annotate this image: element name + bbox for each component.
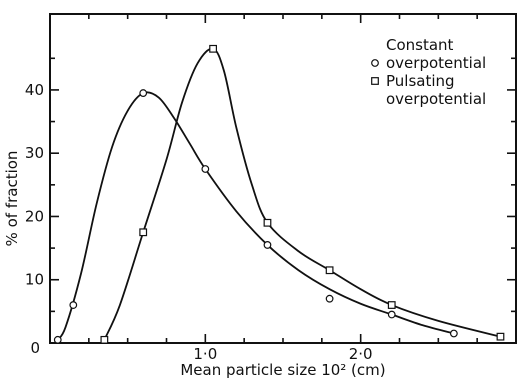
labels: 1·0 2·0 10 20 30 40 0 Mean particle size 10² (c… <box>3 81 386 379</box>
square-data-point <box>139 228 148 237</box>
legend-entry-label: overpotential <box>386 54 486 72</box>
legend-entry-label: overpotential <box>386 90 486 108</box>
circle-data-point <box>201 165 210 173</box>
circle-data-point <box>53 335 62 344</box>
x-tick-label: 1·0 <box>193 345 217 363</box>
y-tick-label: 40 <box>25 81 44 99</box>
square-data-point <box>496 332 505 341</box>
y-tick-label: 20 <box>25 207 44 225</box>
circle-data-point <box>263 241 272 249</box>
square-data-point <box>209 44 218 53</box>
x-tick-label: 2·0 <box>349 345 373 363</box>
legend-square-marker <box>371 77 379 85</box>
legend-entry-label: Pulsating <box>386 72 455 90</box>
square-data-point <box>100 335 109 344</box>
square-data-point <box>325 266 334 275</box>
circle-series-line <box>57 91 455 341</box>
square-data-point <box>263 218 272 227</box>
markers <box>53 44 505 344</box>
ticks <box>50 14 516 343</box>
y-axis-title: % of fraction <box>3 151 21 247</box>
square-data-point <box>387 301 396 309</box>
legend: ConstantoverpotentialPulsatingoverpotent… <box>371 36 486 108</box>
legend-circle-marker <box>371 59 379 67</box>
circle-data-point <box>69 301 78 309</box>
curves <box>57 47 501 341</box>
y-tick-label: 30 <box>25 144 44 162</box>
circle-data-point <box>139 89 148 97</box>
circle-data-point <box>325 294 334 303</box>
circle-data-point <box>387 310 396 319</box>
origin-label: 0 <box>30 339 40 357</box>
y-tick-label: 10 <box>25 271 44 289</box>
x-axis-title: Mean particle size 10² (cm) <box>180 361 385 379</box>
legend-title: Constant <box>386 36 454 54</box>
circle-data-point <box>449 329 458 338</box>
square-series-line <box>103 47 501 341</box>
